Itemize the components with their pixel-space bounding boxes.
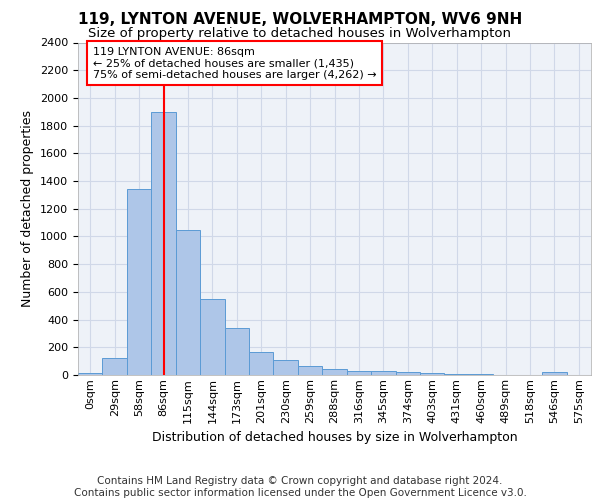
Bar [127,190,151,375]
X-axis label: Distribution of detached houses by size in Wolverhampton: Distribution of detached houses by size … [152,431,517,444]
Bar [542,372,566,375]
Bar [371,371,395,375]
Bar [78,373,103,375]
Bar [469,374,493,375]
Y-axis label: Number of detached properties: Number of detached properties [22,110,34,307]
Bar [298,366,322,375]
Text: 119, LYNTON AVENUE, WOLVERHAMPTON, WV6 9NH: 119, LYNTON AVENUE, WOLVERHAMPTON, WV6 9… [78,12,522,28]
Bar [103,358,127,375]
Bar [249,352,274,375]
Text: 119 LYNTON AVENUE: 86sqm
← 25% of detached houses are smaller (1,435)
75% of sem: 119 LYNTON AVENUE: 86sqm ← 25% of detach… [92,46,376,80]
Bar [200,300,224,375]
Bar [322,370,347,375]
Bar [224,328,249,375]
Bar [347,371,371,375]
Bar [151,112,176,375]
Bar [274,360,298,375]
Bar [176,230,200,375]
Bar [445,374,469,375]
Text: Size of property relative to detached houses in Wolverhampton: Size of property relative to detached ho… [89,28,511,40]
Text: Contains HM Land Registry data © Crown copyright and database right 2024.
Contai: Contains HM Land Registry data © Crown c… [74,476,526,498]
Bar [395,372,420,375]
Bar [420,373,445,375]
